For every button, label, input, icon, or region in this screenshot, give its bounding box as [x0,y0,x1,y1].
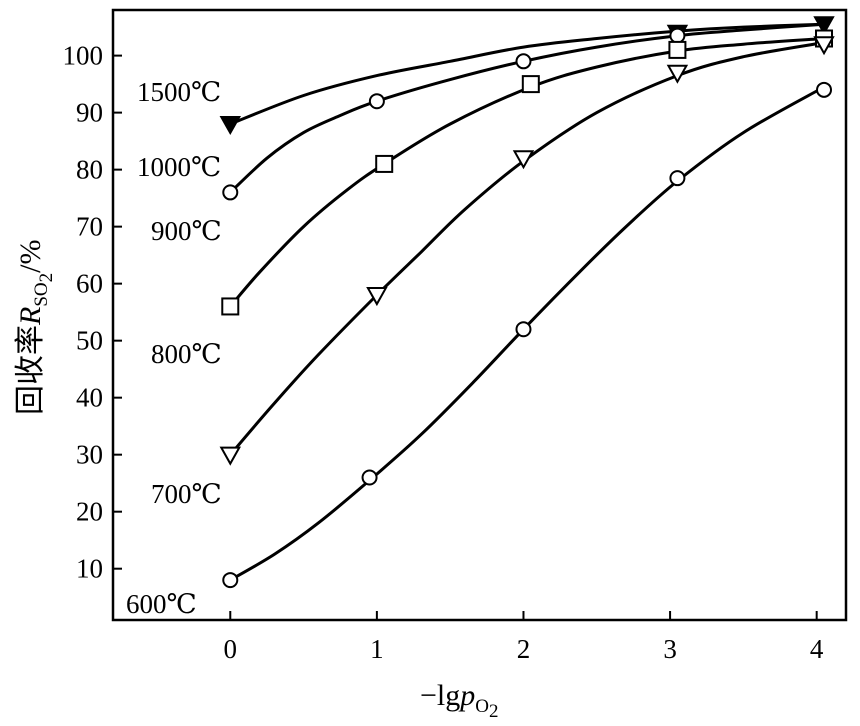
y-tick-label: 50 [76,326,103,356]
marker-800 [219,446,241,466]
marker-900 [375,154,394,173]
y-tick-label: 70 [76,212,103,242]
series-curves [229,22,825,582]
marker-1000 [515,53,532,70]
series-line-700 [229,85,825,582]
marker-800 [666,64,689,84]
marker-700 [816,81,833,98]
series-line-1000 [229,22,825,194]
series-labels: 1500℃ 1000℃ 900℃ 800℃ 700℃ 600℃ [126,77,222,619]
marker-700 [669,170,686,187]
marker-700 [222,572,239,589]
marker-900 [221,297,240,316]
x-tick-label: 4 [810,634,824,664]
plot-frame [111,8,848,622]
series-markers [219,16,835,589]
series-line-900 [229,37,825,308]
x-tick-label: 0 [224,634,238,664]
marker-700 [515,321,532,338]
marker-700 [361,469,378,486]
series-line-1500 [229,22,825,126]
y-tick-label: 30 [76,440,103,470]
marker-900 [668,40,687,59]
marker-1000 [368,93,385,110]
axis-ticks: 0 1 2 3 4 10 20 30 40 50 60 70 80 90 100 [63,41,824,664]
marker-1000 [222,184,239,201]
y-tick-label: 80 [76,155,103,185]
series-label-600: 600℃ [126,589,197,619]
x-tick-label: 1 [370,634,384,664]
marker-800 [512,150,535,170]
marker-800 [813,36,835,56]
y-tick-label: 20 [76,497,103,527]
marker-1000 [669,27,686,44]
y-tick-label: 90 [76,98,103,128]
marker-900 [521,75,540,94]
x-tick-label: 2 [517,634,531,664]
series-label-1000: 1000℃ [137,152,221,182]
y-tick-label: 40 [76,383,103,413]
y-axis-title: 回收率RSO2/% [14,240,57,415]
y-tick-label: 10 [76,554,103,584]
series-label-1500: 1500℃ [137,77,221,107]
series-label-800: 800℃ [151,339,222,369]
series-line-800 [229,41,825,456]
marker-1500 [813,16,835,36]
y-tick-label: 60 [76,269,103,299]
x-axis-title: −lgpO2 [420,679,499,722]
marker-1500 [219,116,241,136]
x-tick-label: 3 [663,634,677,664]
marker-800 [366,287,388,307]
y-tick-label: 100 [63,41,104,71]
series-label-900: 900℃ [151,216,222,246]
series-label-700: 700℃ [151,479,222,509]
